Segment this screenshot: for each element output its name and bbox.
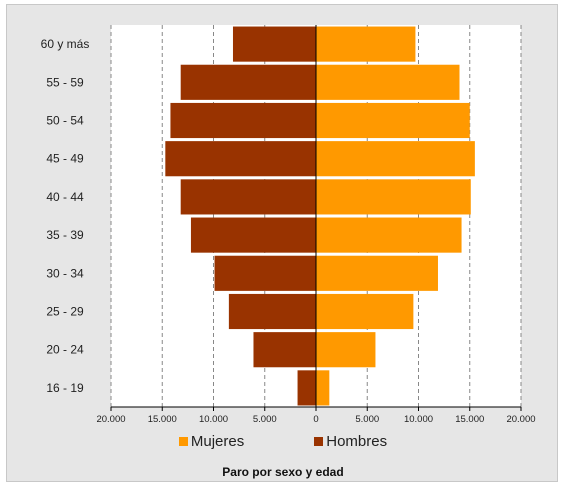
bar-mujeres xyxy=(316,179,471,215)
bar-hombres xyxy=(190,217,316,253)
bar-mujeres xyxy=(316,141,475,177)
x-tick-label: 20.000 xyxy=(506,414,535,425)
x-tick-label: 15.000 xyxy=(148,414,177,425)
bar-mujeres xyxy=(316,64,460,100)
category-label: 40 - 44 xyxy=(46,190,84,204)
bar-hombres xyxy=(214,255,316,291)
legend-label-mujeres: Mujeres xyxy=(190,433,245,450)
category-label: 55 - 59 xyxy=(46,75,84,89)
bar-mujeres xyxy=(316,26,416,62)
category-label: 20 - 24 xyxy=(46,343,84,357)
legend-swatch-hombres xyxy=(314,437,324,446)
bar-hombres xyxy=(253,332,316,368)
x-tick-label: 0 xyxy=(313,414,318,425)
legend: Mujeres Hombres xyxy=(7,433,559,450)
category-label: 35 - 39 xyxy=(46,228,84,242)
bars xyxy=(165,26,475,406)
chart-title: Paro por sexo y edad xyxy=(222,465,344,479)
category-label: 30 - 34 xyxy=(46,266,84,280)
bar-mujeres xyxy=(316,293,414,330)
axes xyxy=(110,25,522,411)
bar-mujeres xyxy=(316,255,438,291)
legend-label-hombres: Hombres xyxy=(326,433,388,450)
x-tick-label: 20.000 xyxy=(96,414,125,425)
x-tick-label: 5.000 xyxy=(253,414,277,425)
tick-labels: 60 y más 55 - 59 50 - 54 45 - 49 40 - 44 35 -… xyxy=(41,37,536,425)
legend-item-mujeres: Mujeres xyxy=(178,433,245,450)
category-label: 16 - 19 xyxy=(46,381,84,395)
category-label: 60 y más xyxy=(41,37,90,51)
x-tick-label: 15.000 xyxy=(455,414,484,425)
category-label: 50 - 54 xyxy=(46,114,84,128)
legend-item-hombres: Hombres xyxy=(314,433,387,450)
population-pyramid-chart: 60 y más 55 - 59 50 - 54 45 - 49 40 - 44 35 -… xyxy=(41,25,536,425)
category-label: 45 - 49 xyxy=(46,152,84,166)
bar-mujeres xyxy=(316,217,462,253)
bar-mujeres xyxy=(316,370,330,406)
x-tick-label: 10.000 xyxy=(199,414,228,425)
bar-hombres xyxy=(228,293,316,330)
bar-hombres xyxy=(180,64,316,100)
bar-hombres xyxy=(232,26,316,62)
legend-swatch-mujeres xyxy=(178,437,188,446)
bar-hombres xyxy=(170,102,316,139)
bar-hombres xyxy=(297,370,316,406)
bar-mujeres xyxy=(316,332,376,368)
bar-hombres xyxy=(165,141,316,177)
category-label: 25 - 29 xyxy=(46,305,84,319)
bar-hombres xyxy=(180,179,316,215)
bar-mujeres xyxy=(316,102,470,139)
x-tick-label: 5.000 xyxy=(355,414,379,425)
x-tick-label: 10.000 xyxy=(404,414,433,425)
chart-frame: 60 y más 55 - 59 50 - 54 45 - 49 40 - 44 35 -… xyxy=(6,4,558,482)
